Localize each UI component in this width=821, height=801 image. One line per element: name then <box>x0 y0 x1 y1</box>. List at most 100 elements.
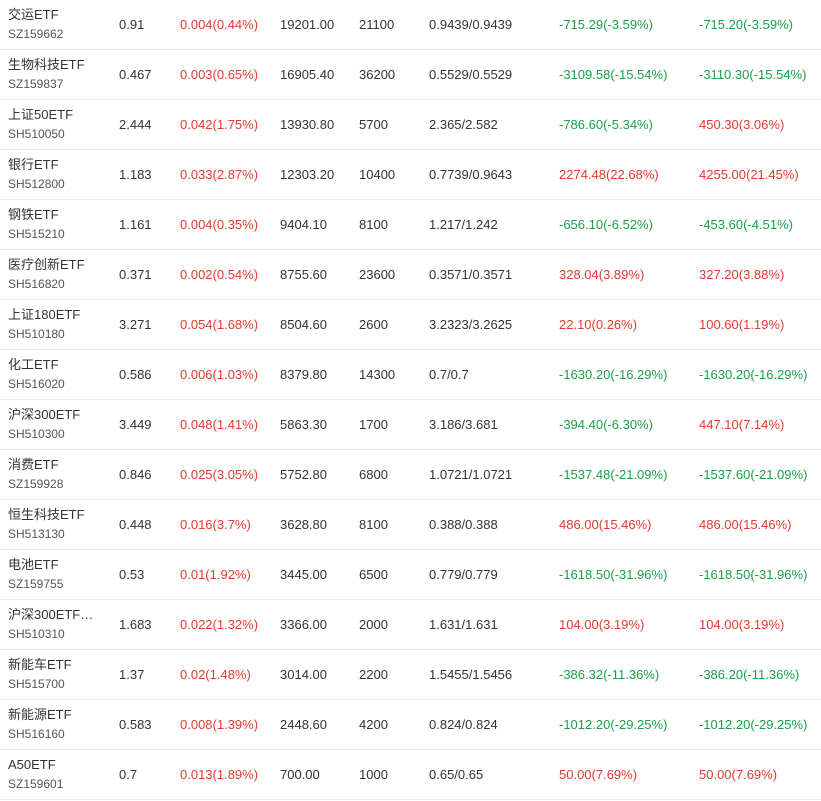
security-name[interactable]: 沪深300ETF <box>8 407 81 422</box>
security-name[interactable]: 上证50ETF <box>8 107 74 122</box>
floating-pl-cell: -394.40(-6.30%) <box>559 417 653 432</box>
total-pl-cell: -1618.50(-31.96%) <box>699 567 808 582</box>
security-cell[interactable]: A50ETF SZ159601 <box>8 750 114 799</box>
security-name[interactable]: 电池ETF <box>8 557 59 572</box>
security-cell[interactable]: 恒生科技ETF SH513130 <box>8 500 114 549</box>
market-value-cell: 3366.00 <box>280 617 327 632</box>
security-name[interactable]: 医疗创新ETF <box>8 257 85 272</box>
security-code: SH515700 <box>8 677 65 691</box>
security-code: SZ159601 <box>8 777 64 791</box>
table-row[interactable]: 上证50ETF SH510050 2.444 0.042(1.75%) 13930.80… <box>0 100 821 150</box>
security-name[interactable]: 沪深300ETF… <box>8 607 94 622</box>
change-cell: 0.013(1.89%) <box>180 767 259 782</box>
security-cell[interactable]: 生物科技ETF SZ159837 <box>8 50 114 99</box>
shares-cell: 10400 <box>359 167 396 182</box>
floating-pl-cell: -386.32(-11.36%) <box>559 667 660 682</box>
security-name[interactable]: 恒生科技ETF <box>8 507 85 522</box>
table-row[interactable]: 新能源ETF SH516160 0.583 0.008(1.39%) 2448.60 42… <box>0 700 821 750</box>
security-name[interactable]: 化工ETF <box>8 357 59 372</box>
table-row[interactable]: 医疗创新ETF SH516820 0.371 0.002(0.54%) 8755.60 2… <box>0 250 821 300</box>
price-cell: 1.37 <box>119 667 145 682</box>
security-name[interactable]: 上证180ETF <box>8 307 81 322</box>
shares-cell: 5700 <box>359 117 388 132</box>
change-cell: 0.01(1.92%) <box>180 567 251 582</box>
security-name[interactable]: 银行ETF <box>8 157 59 172</box>
table-row[interactable]: 沪深300ETF SH510300 3.449 0.048(1.41%) 5863.30… <box>0 400 821 450</box>
cost-cell: 0.779/0.779 <box>429 567 498 582</box>
security-name[interactable]: 生物科技ETF <box>8 57 85 72</box>
market-value-cell: 9404.10 <box>280 217 327 232</box>
floating-pl-cell: 22.10(0.26%) <box>559 317 638 332</box>
price-cell: 3.271 <box>119 317 152 332</box>
security-cell[interactable]: 化工ETF SH516020 <box>8 350 114 399</box>
shares-cell: 1000 <box>359 767 388 782</box>
security-cell[interactable]: 医疗创新ETF SH516820 <box>8 250 114 299</box>
security-code: SH512800 <box>8 177 65 191</box>
shares-cell: 2200 <box>359 667 388 682</box>
table-row[interactable]: 电池ETF SZ159755 0.53 0.01(1.92%) 3445.00 6500 0… <box>0 550 821 600</box>
security-cell[interactable]: 上证180ETF SH510180 <box>8 300 114 349</box>
table-row[interactable]: 消费ETF SZ159928 0.846 0.025(3.05%) 5752.80 680… <box>0 450 821 500</box>
security-name[interactable]: A50ETF <box>8 757 56 772</box>
market-value-cell: 8504.60 <box>280 317 327 332</box>
market-value-cell: 19201.00 <box>280 17 335 32</box>
table-row[interactable]: 钢铁ETF SH515210 1.161 0.004(0.35%) 9404.10 810… <box>0 200 821 250</box>
price-cell: 1.683 <box>119 617 152 632</box>
total-pl-cell: 4255.00(21.45%) <box>699 167 799 182</box>
security-name[interactable]: 新能源ETF <box>8 707 72 722</box>
security-code: SH516820 <box>8 277 65 291</box>
table-row[interactable]: 新能车ETF SH515700 1.37 0.02(1.48%) 3014.00 2200… <box>0 650 821 700</box>
price-cell: 2.444 <box>119 117 152 132</box>
market-value-cell: 5863.30 <box>280 417 327 432</box>
security-cell[interactable]: 上证50ETF SH510050 <box>8 100 114 149</box>
total-pl-cell: -1537.60(-21.09%) <box>699 467 808 482</box>
floating-pl-cell: -1630.20(-16.29%) <box>559 367 668 382</box>
price-cell: 0.846 <box>119 467 152 482</box>
table-row[interactable]: 沪深300ETF… SH510310 1.683 0.022(1.32%) 3366.0… <box>0 600 821 650</box>
security-cell[interactable]: 新能源ETF SH516160 <box>8 700 114 749</box>
shares-cell: 21100 <box>359 17 395 32</box>
security-cell[interactable]: 消费ETF SZ159928 <box>8 450 114 499</box>
table-row[interactable]: A50ETF SZ159601 0.7 0.013(1.89%) 700.00 1000 0… <box>0 750 821 800</box>
shares-cell: 8100 <box>359 517 388 532</box>
shares-cell: 23600 <box>359 267 396 282</box>
table-row[interactable]: 交运ETF SZ159662 0.91 0.004(0.44%) 19201.00 211… <box>0 0 821 50</box>
total-pl-cell: 447.10(7.14%) <box>699 417 785 432</box>
security-code: SZ159928 <box>8 477 64 491</box>
table-row[interactable]: 上证180ETF SH510180 3.271 0.054(1.68%) 8504.60… <box>0 300 821 350</box>
floating-pl-cell: -786.60(-5.34%) <box>559 117 653 132</box>
security-name[interactable]: 消费ETF <box>8 457 59 472</box>
floating-pl-cell: -656.10(-6.52%) <box>559 217 653 232</box>
table-row[interactable]: 化工ETF SH516020 0.586 0.006(1.03%) 8379.80 143… <box>0 350 821 400</box>
security-code: SZ159755 <box>8 577 64 591</box>
security-cell[interactable]: 新能车ETF SH515700 <box>8 650 114 699</box>
change-cell: 0.025(3.05%) <box>180 467 259 482</box>
floating-pl-cell: 328.04(3.89%) <box>559 267 645 282</box>
market-value-cell: 3628.80 <box>280 517 327 532</box>
security-cell[interactable]: 钢铁ETF SH515210 <box>8 200 114 249</box>
cost-cell: 0.7/0.7 <box>429 367 469 382</box>
shares-cell: 4200 <box>359 717 388 732</box>
security-name[interactable]: 新能车ETF <box>8 657 72 672</box>
table-row[interactable]: 生物科技ETF SZ159837 0.467 0.003(0.65%) 16905.40… <box>0 50 821 100</box>
price-cell: 0.53 <box>119 567 145 582</box>
market-value-cell: 700.00 <box>280 767 320 782</box>
security-cell[interactable]: 沪深300ETF SH510300 <box>8 400 114 449</box>
table-row[interactable]: 恒生科技ETF SH513130 0.448 0.016(3.7%) 3628.80 81… <box>0 500 821 550</box>
security-cell[interactable]: 交运ETF SZ159662 <box>8 0 114 49</box>
market-value-cell: 13930.80 <box>280 117 335 132</box>
market-value-cell: 8755.60 <box>280 267 327 282</box>
security-cell[interactable]: 电池ETF SZ159755 <box>8 550 114 599</box>
shares-cell: 14300 <box>359 367 396 382</box>
cost-cell: 0.65/0.65 <box>429 767 484 782</box>
security-cell[interactable]: 银行ETF SH512800 <box>8 150 114 199</box>
security-name[interactable]: 交运ETF <box>8 7 59 22</box>
cost-cell: 0.7739/0.9643 <box>429 167 513 182</box>
security-cell[interactable]: 沪深300ETF… SH510310 <box>8 600 114 649</box>
cost-cell: 1.0721/1.0721 <box>429 467 513 482</box>
table-row[interactable]: 银行ETF SH512800 1.183 0.033(2.87%) 12303.20 10… <box>0 150 821 200</box>
security-name[interactable]: 钢铁ETF <box>8 207 59 222</box>
market-value-cell: 2448.60 <box>280 717 327 732</box>
floating-pl-cell: -715.29(-3.59%) <box>559 17 653 32</box>
